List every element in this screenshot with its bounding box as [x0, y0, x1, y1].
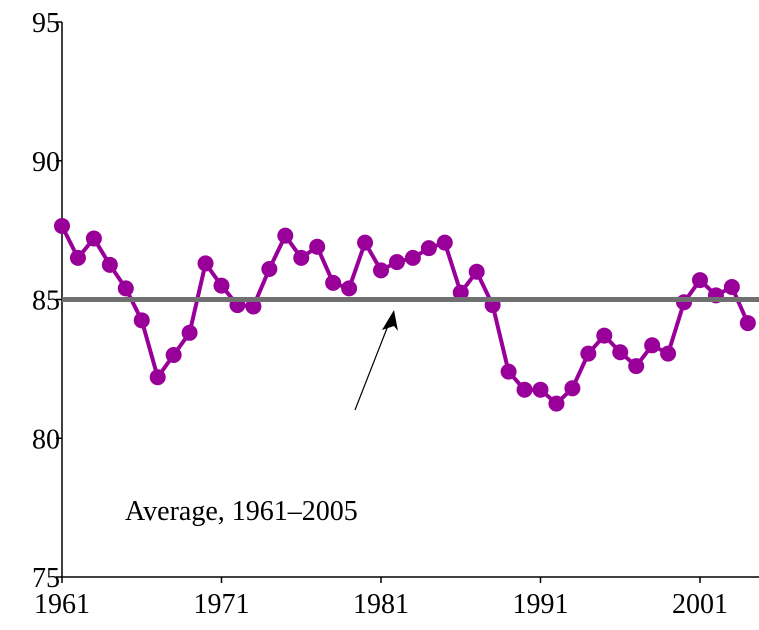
data-point [420, 240, 437, 257]
x-tick-label: 1961 [34, 589, 90, 620]
data-point [309, 238, 326, 255]
data-point [213, 277, 230, 294]
data-point [117, 280, 134, 297]
data-point [341, 280, 358, 297]
data-point [596, 327, 613, 344]
data-point [101, 256, 118, 273]
data-point [660, 345, 677, 362]
data-point [739, 315, 756, 332]
y-tick-label: 85 [32, 286, 60, 317]
x-tick-label: 1981 [353, 589, 409, 620]
y-tick-label: 80 [32, 424, 60, 455]
x-tick-label: 2001 [672, 589, 728, 620]
data-point [277, 227, 294, 244]
data-point [261, 260, 278, 277]
annotation-arrow [354, 317, 392, 411]
data-point [676, 294, 693, 311]
data-point [165, 347, 182, 363]
y-tick-label: 75 [32, 563, 60, 594]
data-point [325, 274, 342, 291]
x-tick-label: 1991 [512, 589, 568, 620]
data-point [357, 234, 374, 251]
data-point [548, 395, 565, 412]
data-point [452, 284, 469, 301]
data-point [580, 345, 597, 362]
data-point [372, 262, 389, 279]
data-point [245, 298, 262, 315]
data-point [149, 369, 166, 386]
arrow-head [382, 310, 398, 331]
data-point [197, 255, 214, 272]
y-tick-label: 90 [32, 147, 60, 178]
data-point [85, 230, 102, 247]
data-point [500, 363, 517, 380]
annotation: Average, 1961–2005 [125, 496, 358, 527]
data-point [181, 324, 198, 341]
data-point [691, 272, 708, 289]
x-tick-label: 1971 [193, 589, 249, 620]
data-point [133, 312, 150, 329]
data-point [468, 263, 485, 280]
data-point [628, 358, 645, 375]
data-point [532, 381, 549, 398]
data-point [388, 254, 405, 271]
data-point [516, 381, 533, 398]
data-point [69, 249, 86, 266]
data-point [564, 380, 581, 397]
data-point [723, 279, 740, 296]
data-point [293, 249, 310, 266]
data-point [644, 337, 661, 354]
data-point [404, 249, 421, 266]
data-point [612, 344, 629, 361]
data-point [54, 217, 70, 234]
y-tick-label: 95 [32, 8, 60, 39]
data-point [436, 234, 453, 251]
